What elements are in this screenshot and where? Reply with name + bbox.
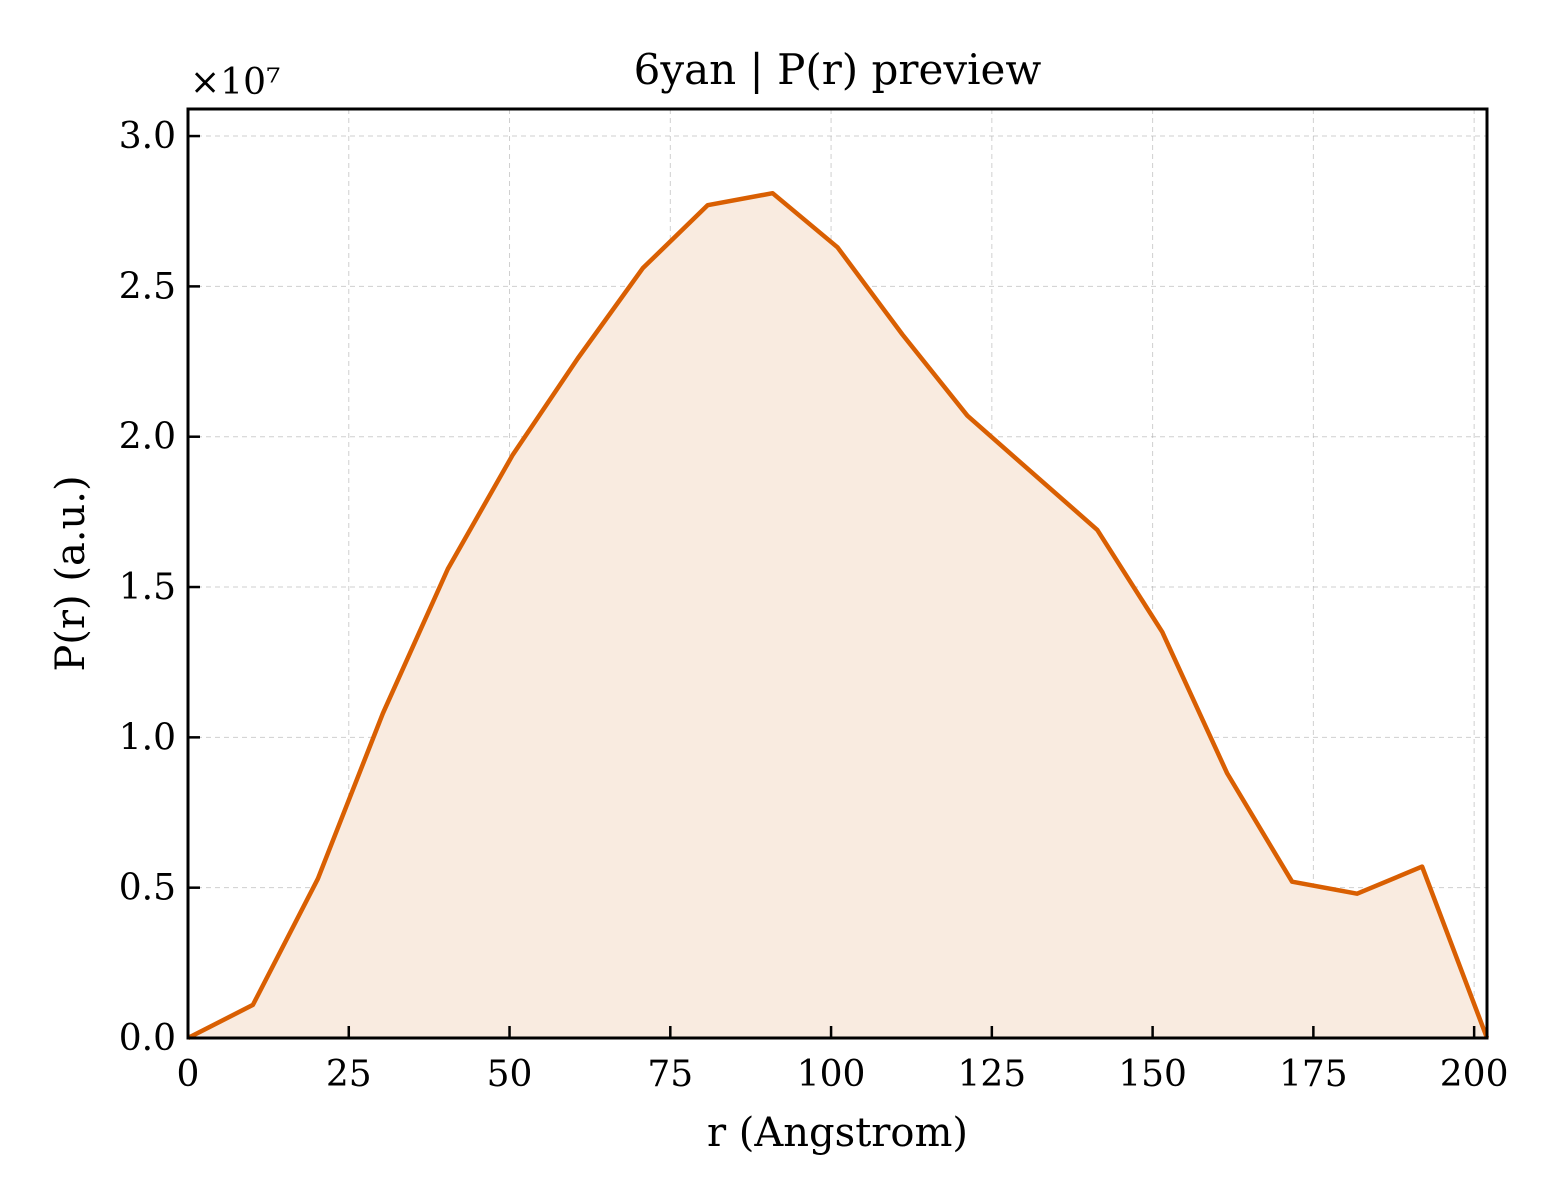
plot-frame (186, 107, 1489, 1040)
x-tick-label: 75 (647, 1054, 693, 1095)
x-tick-label: 50 (487, 1054, 533, 1095)
y-tick-label: 1.5 (119, 567, 176, 608)
y-tick-label: 3.0 (119, 116, 176, 157)
x-tick-label: 200 (1440, 1054, 1509, 1095)
x-tick-label: 0 (177, 1054, 200, 1095)
y-tick-label: 1.0 (119, 717, 176, 758)
series-area-fill (188, 193, 1487, 1038)
y-tick-label: 2.0 (119, 417, 176, 458)
x-tick-label: 175 (1279, 1054, 1348, 1095)
x-tick-label: 150 (1118, 1054, 1187, 1095)
x-axis-label: r (Angstrom) (707, 1110, 968, 1156)
series-line (186, 190, 1490, 1041)
y-tick-label: 0.5 (119, 868, 176, 909)
y-tick-label: 0.0 (119, 1018, 176, 1059)
y-tick-label: 2.5 (119, 266, 176, 307)
y-axis-multiplier: ×10⁷ (190, 62, 280, 103)
y-axis-label: P(r) (a.u.) (48, 475, 94, 671)
chart-title: 6yan | P(r) preview (634, 45, 1042, 94)
axis-ticks: 0 25 50 75 100 125 150 175 200 0.0 0.5 1.0 1.5 2.0 2.5… (119, 116, 1509, 1095)
x-tick-label: 125 (957, 1054, 1026, 1095)
x-tick-label: 100 (797, 1054, 866, 1095)
x-tick-label: 25 (326, 1054, 372, 1095)
